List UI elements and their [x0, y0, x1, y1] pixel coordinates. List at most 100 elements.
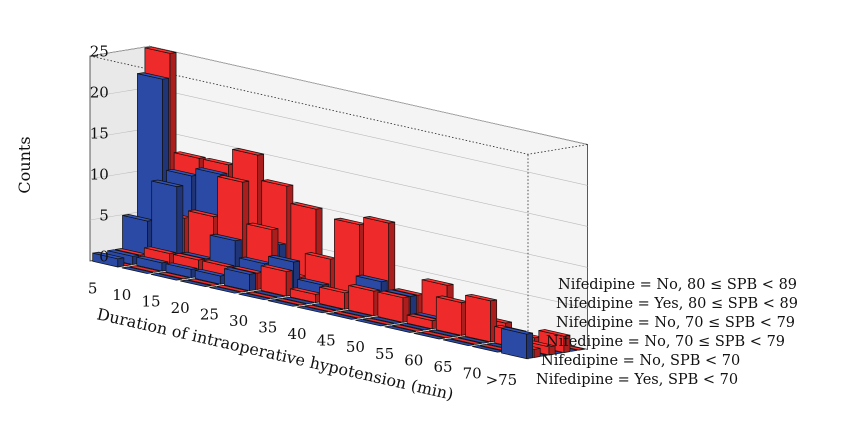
bar-floor-tile — [246, 291, 278, 299]
bar-front — [465, 294, 491, 343]
bar-floor-tile — [428, 329, 461, 337]
bar — [333, 311, 366, 319]
bar-top — [217, 175, 249, 183]
bar-floor-tile — [253, 290, 285, 298]
box-edge-top — [89, 55, 588, 155]
bar-floor-tile — [282, 296, 315, 305]
bar-floor-tile — [392, 324, 424, 332]
bar-top — [144, 246, 176, 254]
z-tick-label: 20 — [90, 84, 109, 102]
bar-top — [501, 327, 533, 335]
bar-top — [538, 329, 571, 337]
bar-floor-tile — [413, 332, 446, 340]
x-tick-label: 50 — [346, 338, 365, 356]
bar — [92, 251, 125, 268]
bar — [129, 265, 161, 273]
bar-floor-tile — [384, 325, 416, 333]
bar-floor-tile — [121, 266, 154, 274]
bar-top — [136, 255, 169, 264]
bar-top — [363, 216, 395, 224]
bar-side — [526, 332, 534, 360]
bar — [465, 293, 498, 343]
bar — [136, 255, 169, 272]
bar-floor-tile — [370, 316, 402, 324]
bar-floor-tile — [450, 337, 482, 345]
x-tick-label: >75 — [486, 371, 518, 389]
bar-top — [92, 251, 124, 260]
bar — [275, 298, 307, 306]
grid-line — [89, 45, 588, 145]
z-tick-label: 25 — [90, 43, 109, 61]
bar-top — [297, 277, 329, 286]
x-tick-label: 10 — [112, 286, 131, 304]
bar — [392, 324, 424, 332]
x-tick-label: 65 — [433, 358, 452, 376]
y-axis-title: Counts — [15, 136, 34, 193]
bar — [216, 284, 249, 293]
bar — [151, 273, 183, 281]
bar-top — [210, 233, 242, 242]
x-tick-label: 25 — [200, 306, 219, 324]
bar — [413, 332, 446, 340]
bar-floor-tile — [129, 265, 161, 273]
bar — [311, 303, 344, 311]
bar — [151, 179, 184, 270]
bar-floor-tile — [457, 336, 490, 344]
bar — [224, 267, 256, 292]
bar-top — [173, 253, 205, 261]
bar-floor-tile — [326, 312, 358, 320]
bar-floor-tile — [180, 279, 212, 287]
legend-entry: Nifedipine = Yes, SPB < 70 — [536, 372, 738, 388]
bar — [399, 323, 431, 331]
bar-side — [533, 347, 541, 358]
bar — [260, 264, 293, 297]
bar-floor-tile — [304, 304, 336, 312]
bar — [180, 279, 212, 287]
bar — [246, 291, 278, 299]
bar-floor-tile — [421, 330, 453, 339]
z-tick-label: 10 — [90, 166, 109, 184]
bar — [341, 309, 373, 318]
bar-floor-tile — [158, 271, 190, 280]
bar-floor-tile — [355, 318, 387, 327]
bar — [384, 325, 416, 333]
bar-top — [268, 255, 300, 263]
chart-bars — [92, 46, 585, 360]
bar-floor-tile — [187, 278, 220, 286]
z-tick-label: 0 — [99, 248, 109, 266]
bar-floor-tile — [311, 303, 344, 311]
x-tick-label: 15 — [141, 292, 160, 310]
bar-floor-tile — [341, 309, 373, 318]
bar-floor-tile — [238, 292, 270, 301]
x-tick-label: 35 — [258, 319, 277, 337]
bar — [282, 296, 315, 305]
x-tick-label: 30 — [229, 312, 248, 330]
bar — [443, 338, 475, 346]
legend-entry: Nifedipine = No, 70 ≤ SPB < 79 — [546, 334, 785, 350]
bar — [158, 271, 190, 280]
bar — [457, 336, 490, 344]
bar-top — [151, 179, 183, 187]
bar-side — [249, 272, 256, 292]
bar-top — [385, 289, 417, 297]
x-tick-label: 45 — [317, 332, 336, 350]
bar — [238, 292, 270, 301]
x-tick-label: 70 — [463, 364, 482, 382]
legend-entry: Nifedipine = No, SPB < 70 — [541, 353, 740, 369]
bar — [267, 299, 300, 307]
legend-entry: Nifedipine = Yes, 80 ≤ SPB < 89 — [556, 296, 798, 312]
bar — [435, 295, 468, 336]
legend-entry: Nifedipine = No, 80 ≤ SPB < 89 — [558, 277, 797, 293]
bar-top — [348, 284, 380, 292]
bar-top — [246, 222, 279, 231]
bar — [348, 284, 381, 317]
bar — [187, 278, 220, 286]
legend-entry: Nifedipine = No, 70 ≤ SPB < 79 — [556, 315, 795, 331]
bar-top — [144, 46, 177, 54]
bar-floor-tile — [297, 305, 329, 314]
bar-top — [465, 293, 497, 302]
bar — [326, 312, 358, 320]
bar-floor-tile — [333, 311, 366, 319]
